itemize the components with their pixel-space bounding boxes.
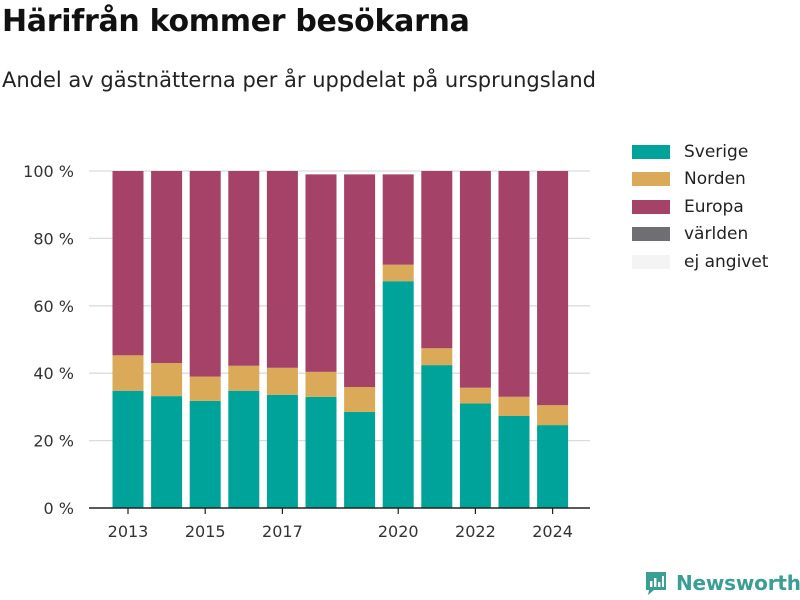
bar-segment-norden bbox=[266, 367, 298, 395]
bar-segment-sverige bbox=[305, 396, 337, 508]
legend-swatch bbox=[632, 144, 670, 159]
bar-segment-sverige bbox=[228, 390, 260, 508]
newsworthy-logo-icon bbox=[646, 572, 666, 595]
legend-label: Europa bbox=[684, 196, 744, 217]
x-tick-label: 2020 bbox=[378, 522, 419, 541]
legend-label: världen bbox=[684, 224, 749, 245]
y-tick-label: 60 % bbox=[33, 297, 74, 316]
legend-swatch bbox=[632, 199, 670, 214]
bar-segment-sverige bbox=[266, 394, 298, 508]
legend-label: Sverige bbox=[684, 141, 749, 162]
bar-segment-norden bbox=[228, 365, 260, 391]
brand-logo: Newsworthy bbox=[644, 570, 800, 596]
legend-item: ej angivet bbox=[632, 248, 768, 276]
x-tick-label: 2013 bbox=[108, 522, 149, 541]
x-tick-label: 2017 bbox=[262, 522, 303, 541]
legend-swatch bbox=[632, 172, 670, 187]
bar-segment-europa bbox=[537, 171, 569, 406]
bar-segment-europa bbox=[305, 174, 337, 372]
legend-swatch bbox=[632, 254, 670, 269]
bar-segment-sverige bbox=[421, 365, 453, 508]
bar-segment-sverige bbox=[537, 425, 569, 508]
bar-segment-europa bbox=[112, 171, 144, 356]
bar-segment-europa bbox=[421, 171, 453, 349]
legend-label: Norden bbox=[684, 169, 746, 190]
bar-segment-sverige bbox=[112, 390, 144, 508]
bar-segment-norden bbox=[151, 363, 183, 397]
bar-segment-sverige bbox=[189, 400, 221, 508]
legend-swatch bbox=[632, 227, 670, 242]
bar-segment-norden bbox=[305, 371, 337, 397]
bar-segment-sverige bbox=[459, 403, 491, 508]
bar-segment-europa bbox=[498, 171, 530, 397]
bar-segment-sverige bbox=[382, 281, 414, 508]
bar-segment-europa bbox=[189, 171, 221, 377]
bar-segment-europa bbox=[344, 174, 376, 388]
bar-segment-norden bbox=[498, 396, 530, 416]
bar-segment-sverige bbox=[151, 396, 183, 508]
bar-segment-norden bbox=[112, 355, 144, 391]
x-tick-label: 2022 bbox=[455, 522, 496, 541]
legend-item: Sverige bbox=[632, 138, 768, 166]
bar-segment-sverige bbox=[344, 411, 376, 508]
legend-item: Norden bbox=[632, 166, 768, 194]
chart-subtitle: Andel av gästnätterna per år uppdelat på… bbox=[2, 68, 596, 92]
y-tick-label: 20 % bbox=[33, 432, 74, 451]
bar-segment-norden bbox=[344, 387, 376, 412]
legend-label: ej angivet bbox=[684, 251, 769, 272]
bar-segment-norden bbox=[382, 264, 414, 282]
x-tick-label: 2015 bbox=[185, 522, 226, 541]
legend-item: Europa bbox=[632, 193, 768, 221]
brand-name: Newsworthy bbox=[676, 571, 800, 595]
bar-segment-europa bbox=[266, 171, 298, 368]
bar-segment-europa bbox=[459, 171, 491, 388]
bar-segment-norden bbox=[189, 376, 221, 401]
bar-segment-norden bbox=[421, 348, 453, 366]
y-tick-label: 40 % bbox=[33, 364, 74, 383]
bar-segment-sverige bbox=[498, 415, 530, 508]
bar-segment-norden bbox=[459, 387, 491, 404]
bar-segment-europa bbox=[151, 171, 183, 364]
chart-title: Härifrån kommer besökarna bbox=[2, 4, 470, 39]
chart-legend: Sverige Norden Europa världen ej angivet bbox=[632, 138, 768, 276]
bar-segment-norden bbox=[537, 405, 569, 426]
y-tick-label: 80 % bbox=[33, 229, 74, 248]
x-tick-label: 2024 bbox=[532, 522, 573, 541]
y-tick-label: 100 % bbox=[23, 162, 74, 181]
y-tick-label: 0 % bbox=[44, 499, 74, 518]
legend-item: världen bbox=[632, 221, 768, 249]
bar-segment-europa bbox=[228, 171, 260, 366]
bar-segment-europa bbox=[382, 174, 414, 265]
